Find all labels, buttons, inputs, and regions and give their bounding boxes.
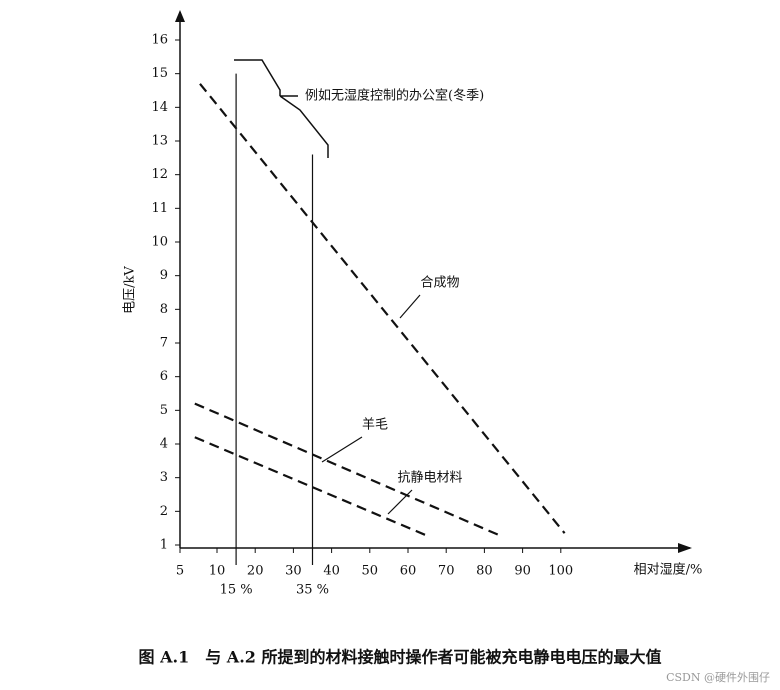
leader-line	[321, 436, 363, 463]
y-tick-label: 4	[160, 437, 168, 452]
y-axis-label: 电压/kV	[123, 266, 138, 314]
leader-line	[399, 294, 421, 319]
series-label: 抗静电材料	[397, 471, 462, 486]
series-label: 合成物	[420, 276, 459, 291]
x-tick-label: 70	[438, 564, 455, 579]
annotation: 例如无湿度控制的办公室(冬季)	[305, 88, 484, 104]
y-tick-label: 3	[160, 470, 168, 485]
caption: 图 A.1 与 A.2 所提到的材料接触时操作者可能被充电静电电压的最大值	[139, 648, 662, 667]
y-tick-label: 11	[151, 201, 168, 216]
x-tick-label: 40	[323, 564, 340, 579]
x-tick-label: 5	[176, 564, 184, 579]
y-arrow	[175, 10, 185, 22]
x-tick-label: 90	[514, 564, 531, 579]
data-line	[199, 83, 566, 534]
x-tick-label: 60	[400, 564, 417, 579]
leader-line	[387, 489, 413, 515]
data-line	[194, 436, 426, 536]
data-line	[194, 402, 499, 536]
y-tick-label: 2	[160, 504, 168, 519]
y-tick-label: 1	[160, 538, 168, 553]
y-tick-label: 8	[160, 302, 168, 317]
x-arrow	[678, 543, 692, 553]
reference-label: 15 %	[220, 583, 253, 598]
y-tick-label: 12	[151, 167, 168, 182]
x-tick-label: 80	[476, 564, 493, 579]
y-tick-label: 16	[151, 33, 168, 48]
x-tick-label: 10	[209, 564, 226, 579]
y-tick-label: 15	[151, 66, 168, 81]
y-tick-label: 9	[160, 268, 168, 283]
series-label: 羊毛	[362, 417, 388, 433]
x-axis-label: 相对湿度/%	[634, 562, 703, 578]
x-tick-label: 30	[285, 564, 302, 579]
y-tick-label: 5	[160, 403, 168, 418]
y-tick-label: 6	[160, 369, 168, 384]
reference-label: 35 %	[296, 583, 329, 598]
watermark: CSDN @硬件外围仔	[666, 671, 770, 684]
y-tick-label: 13	[151, 134, 168, 149]
y-tick-label: 10	[151, 235, 168, 250]
annotation-bracket	[234, 59, 329, 158]
y-tick-label: 14	[151, 100, 168, 115]
y-tick-label: 7	[160, 336, 168, 351]
x-tick-label: 20	[247, 564, 264, 579]
x-tick-label: 50	[362, 564, 379, 579]
x-tick-label: 100	[548, 564, 573, 579]
